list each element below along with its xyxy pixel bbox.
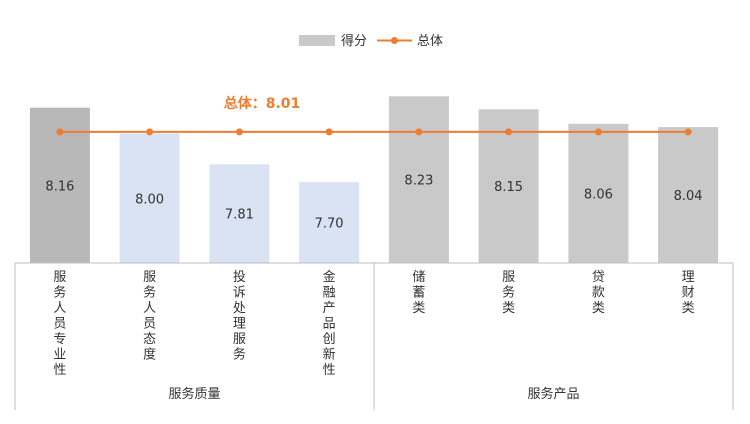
category-label-7: 贷款类 — [592, 270, 605, 316]
overall-point-8 — [684, 128, 692, 136]
value-label-8: 8.04 — [674, 189, 703, 204]
category-labels: 服务人员专业性 服务人员态度 投诉处理服务 金融产品创新性 储蓄类 服务类 贷款类 理财类 — [53, 269, 694, 378]
category-label-8: 理财类 — [682, 270, 695, 316]
bar-5 — [388, 96, 449, 263]
overall-point-6 — [505, 128, 513, 136]
legend-line-marker — [391, 37, 398, 44]
category-label-4: 金融产品创新性 — [323, 269, 336, 378]
value-labels: 8.16 8.00 7.81 7.70 8.23 8.15 8.06 8.04 — [45, 174, 702, 232]
group-labels: 服务质量 服务产品 — [168, 386, 579, 402]
legend: 得分 总体 — [299, 33, 443, 49]
overall-point-7 — [594, 128, 602, 136]
legend-bar-swatch — [299, 35, 335, 46]
category-label-3: 投诉处理服务 — [233, 269, 246, 363]
bars — [29, 96, 719, 263]
legend-line-label: 总体 — [417, 34, 443, 49]
value-label-5: 8.23 — [404, 174, 433, 189]
category-axis — [14, 262, 734, 410]
value-label-4: 7.70 — [315, 217, 344, 232]
group-label-2: 服务产品 — [527, 386, 579, 402]
bar-8 — [658, 127, 719, 263]
category-label-2: 服务人员态度 — [143, 270, 156, 363]
value-label-7: 8.06 — [584, 187, 613, 202]
overall-annotation: 总体：8.01 — [224, 95, 301, 112]
category-label-6: 服务类 — [502, 270, 515, 316]
bar-4 — [299, 182, 360, 263]
overall-point-5 — [415, 128, 423, 136]
bar-3 — [209, 164, 270, 263]
overall-point-1 — [56, 128, 64, 136]
group-label-1: 服务质量 — [168, 386, 220, 402]
legend-bar-label: 得分 — [341, 33, 367, 49]
value-label-6: 8.15 — [494, 180, 523, 195]
value-label-1: 8.16 — [45, 179, 74, 194]
overall-point-2 — [146, 128, 154, 136]
line-layer — [56, 128, 692, 136]
overall-point-3 — [235, 128, 243, 136]
bar-7 — [568, 123, 629, 263]
category-label-1: 服务人员专业性 — [53, 270, 66, 378]
value-label-3: 7.81 — [225, 208, 254, 223]
bar-2 — [119, 133, 180, 263]
value-label-2: 8.00 — [135, 192, 164, 207]
overall-point-4 — [325, 128, 333, 136]
category-label-5: 储蓄类 — [412, 270, 425, 316]
